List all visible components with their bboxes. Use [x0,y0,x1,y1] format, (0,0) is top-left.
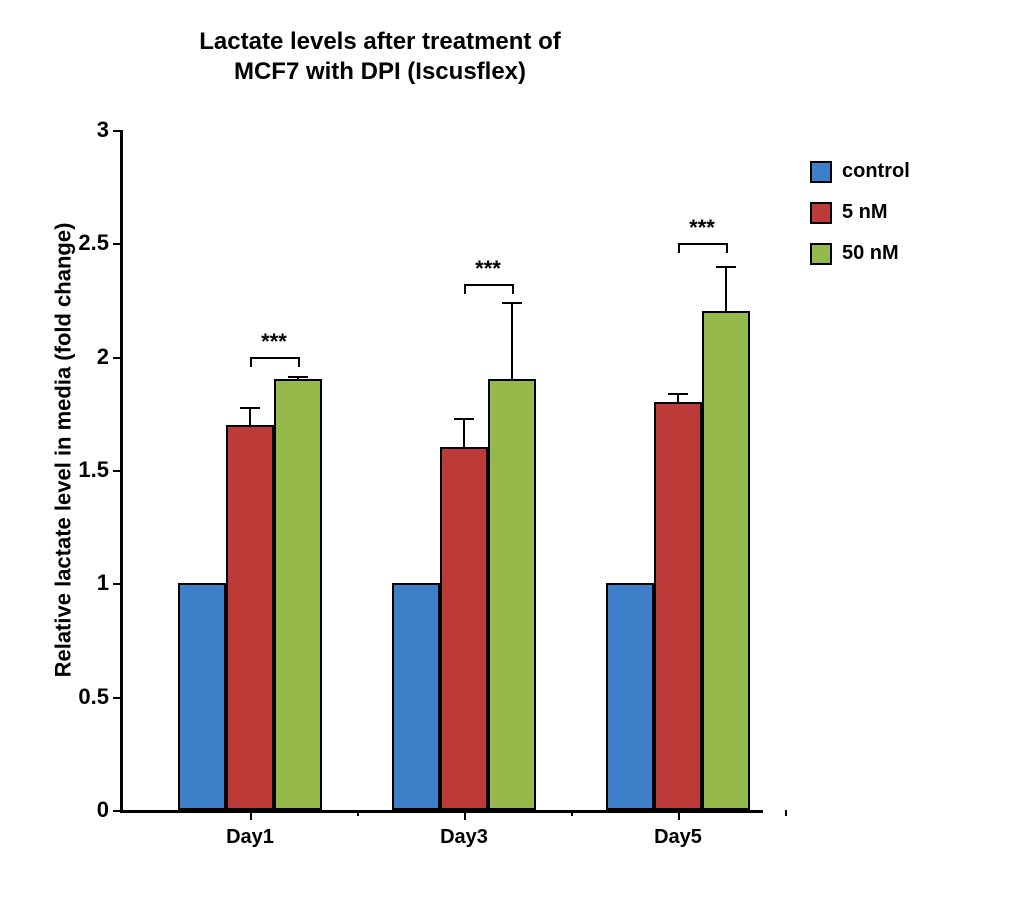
bar-5-nM [226,425,274,810]
legend-label: 5 nM [842,201,888,224]
error-cap [240,407,260,409]
ytick-mark [113,357,123,359]
xtick-minor [785,810,787,816]
bar-control [392,583,440,810]
xtick-label: Day3 [440,826,488,849]
significance-tick [298,357,300,367]
ytick-mark [113,470,123,472]
significance-line [678,243,726,245]
lactate-bar-chart: Lactate levels after treatment of MCF7 w… [0,0,1020,900]
xtick-label: Day1 [226,826,274,849]
ytick-label: 3 [97,117,109,143]
ytick-mark [113,130,123,132]
bar-control [178,583,226,810]
plot-area: 00.511.522.53Day1***Day3***Day5*** [120,130,763,813]
error-cap [454,418,474,420]
ytick-label: 0 [97,797,109,823]
error-cap [502,302,522,304]
legend-item: 5 nM [810,201,910,224]
bar-50-nM [274,379,322,810]
error-bar [725,266,727,311]
y-axis-label: Relative lactate level in media (fold ch… [50,223,76,678]
ytick-label: 2.5 [78,230,109,256]
significance-tick [464,284,466,294]
ytick-mark [113,810,123,812]
legend-swatch [810,202,832,224]
legend-label: control [842,160,910,183]
bar-50-nM [702,311,750,810]
ytick-mark [113,243,123,245]
ytick-label: 1 [97,570,109,596]
significance-tick [250,357,252,367]
chart-title-line2: MCF7 with DPI (Iscusflex) [0,58,760,86]
error-cap [288,376,308,378]
significance-label: *** [689,215,715,241]
bar-5-nM [440,447,488,810]
bar-control [606,583,654,810]
error-bar [249,407,251,425]
legend-swatch [810,161,832,183]
significance-line [250,357,298,359]
ytick-mark [113,697,123,699]
ytick-label: 1.5 [78,457,109,483]
legend-item: control [810,160,910,183]
legend-label: 50 nM [842,242,899,265]
significance-label: *** [475,256,501,282]
xtick-mark [678,810,680,820]
chart-title-line1: Lactate levels after treatment of [0,28,760,56]
bar-50-nM [488,379,536,810]
error-bar [463,418,465,447]
ytick-label: 0.5 [78,684,109,710]
error-cap [668,393,688,395]
xtick-label: Day5 [654,826,702,849]
significance-tick [678,243,680,253]
xtick-mark [250,810,252,820]
significance-tick [512,284,514,294]
ytick-mark [113,583,123,585]
xtick-minor [571,810,573,816]
error-bar [511,302,513,379]
xtick-mark [464,810,466,820]
ytick-label: 2 [97,344,109,370]
significance-tick [726,243,728,253]
xtick-minor [357,810,359,816]
significance-line [464,284,512,286]
legend: control 5 nM 50 nM [810,160,910,283]
bar-5-nM [654,402,702,810]
error-cap [716,266,736,268]
significance-label: *** [261,329,287,355]
legend-item: 50 nM [810,242,910,265]
legend-swatch [810,243,832,265]
